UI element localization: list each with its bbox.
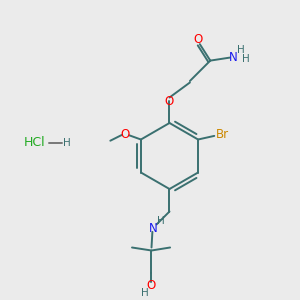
Text: N: N [229, 51, 238, 64]
Text: HCl: HCl [24, 136, 45, 149]
Text: O: O [194, 33, 203, 46]
Text: H: H [237, 45, 245, 56]
Text: H: H [242, 54, 250, 64]
Text: Br: Br [216, 128, 229, 141]
Text: O: O [147, 279, 156, 292]
Text: O: O [165, 95, 174, 108]
Text: H: H [141, 288, 149, 298]
Text: H: H [63, 137, 70, 148]
Text: H: H [157, 216, 164, 226]
Text: N: N [148, 221, 158, 235]
Text: O: O [121, 128, 130, 141]
